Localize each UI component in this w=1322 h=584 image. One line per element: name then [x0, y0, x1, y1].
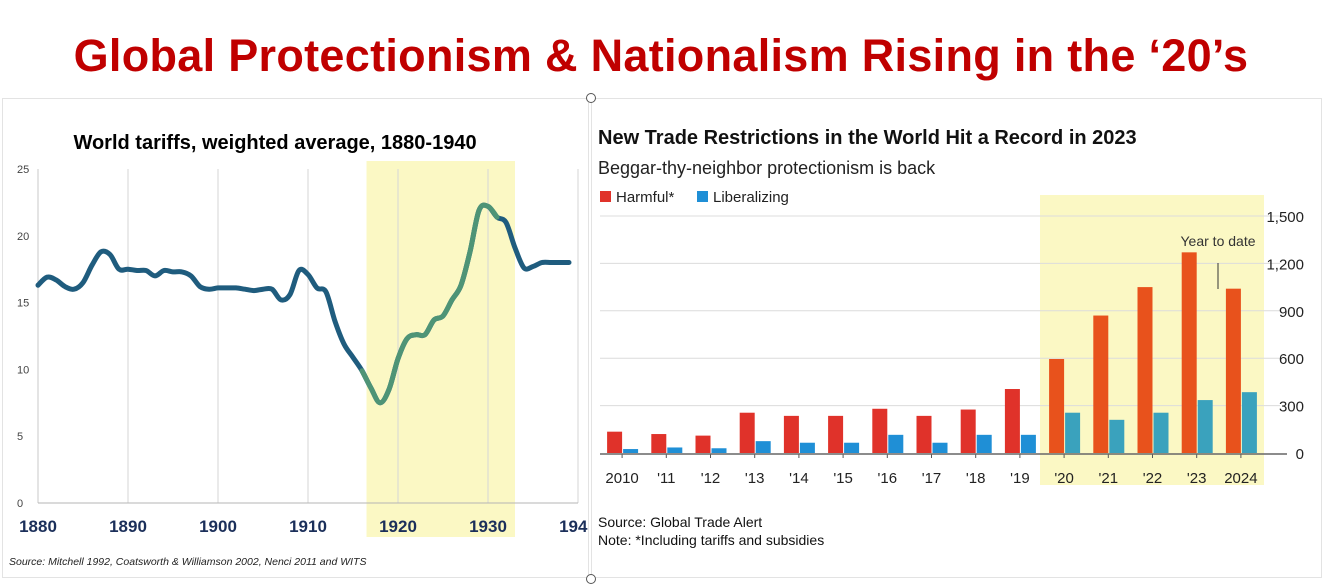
bar-harmful — [1225, 288, 1241, 453]
x-tick-label: '14 — [789, 470, 809, 487]
y-tick-label: 5 — [17, 431, 23, 443]
trade-source: Source: Global Trade Alert — [598, 514, 762, 530]
page-title: Global Protectionism & Nationalism Risin… — [73, 30, 1249, 81]
resize-handle-bottom[interactable] — [586, 574, 596, 584]
bar-harmful — [695, 435, 711, 453]
x-tick-label: '13 — [745, 470, 765, 487]
trade-restrictions-panel: 2010 '11 '12 '13 '14 '15 '16 '17 '18 '19 '20 '21 '22… — [591, 98, 1322, 578]
trade-chart-subtitle: Beggar-thy-neighbor protectionism is bac… — [598, 158, 936, 178]
x-tick-label: 1940 — [559, 517, 588, 536]
x-tick-label: '16 — [878, 470, 898, 487]
bar-harmful — [783, 415, 799, 453]
x-tick-label: '17 — [922, 470, 942, 487]
bar-liberalizing — [755, 441, 771, 453]
annotation-year-to-date: Year to date — [1181, 233, 1256, 249]
bar-harmful — [1004, 389, 1020, 453]
x-tick-label: '19 — [1010, 470, 1030, 487]
bar-liberalizing — [711, 448, 727, 453]
twenties-highlight — [366, 161, 515, 537]
bar-harmful — [607, 431, 623, 453]
x-tick-label: '23 — [1187, 470, 1207, 487]
y-tick-label: 300 — [1279, 399, 1304, 416]
y-tick-label: 20 — [17, 231, 29, 243]
bar-liberalizing — [932, 442, 948, 453]
x-tick-label: 2010 — [605, 470, 638, 487]
bar-liberalizing — [667, 447, 683, 453]
x-tick-label: 1930 — [469, 517, 507, 536]
bar-liberalizing — [623, 449, 639, 453]
legend-swatch-harmful — [600, 191, 611, 202]
y-tick-label: 25 — [17, 164, 29, 176]
x-tick-label: '22 — [1143, 470, 1163, 487]
x-tick-label: '21 — [1099, 470, 1119, 487]
x-tick-label: '15 — [833, 470, 853, 487]
y-tick-label: 1,200 — [1266, 256, 1304, 273]
x-tick-label: 2024 — [1224, 470, 1257, 487]
bar-harmful — [1093, 315, 1109, 453]
bar-harmful — [651, 434, 667, 453]
trade-restrictions-chart: 2010 '11 '12 '13 '14 '15 '16 '17 '18 '19 '20 '21 '22… — [598, 127, 1304, 548]
bar-harmful — [739, 412, 755, 453]
y-tick-label: 1,500 — [1266, 209, 1304, 226]
tariff-line-twenties — [359, 202, 500, 406]
bar-liberalizing — [844, 442, 860, 453]
x-tick-label: 1880 — [19, 517, 57, 536]
x-tick-label: '18 — [966, 470, 986, 487]
y-tick-label: 15 — [17, 298, 29, 310]
resize-handle-top[interactable] — [586, 93, 596, 103]
x-tick-label: '11 — [657, 470, 675, 487]
bar-harmful — [1049, 358, 1065, 453]
bar-liberalizing — [1241, 392, 1257, 453]
trade-chart-title: New Trade Restrictions in the World Hit … — [598, 127, 1137, 149]
bar-harmful — [960, 409, 976, 453]
bar-liberalizing — [888, 434, 904, 453]
x-tick-label: 1890 — [109, 517, 147, 536]
y-tick-label: 600 — [1279, 351, 1304, 368]
trade-note: Note: *Including tariffs and subsidies — [598, 532, 824, 548]
legend-label-harmful: Harmful* — [616, 189, 675, 206]
bar-liberalizing — [1020, 434, 1036, 453]
x-tick-label: 1900 — [199, 517, 237, 536]
bar-liberalizing — [799, 442, 815, 453]
y-tick-label: 900 — [1279, 304, 1304, 321]
bar-harmful — [1181, 252, 1197, 453]
y-tick-label: 0 — [17, 498, 23, 510]
bar-liberalizing — [1065, 412, 1081, 453]
x-tick-label: 1920 — [379, 517, 417, 536]
y-tick-label: 0 — [1296, 446, 1304, 463]
tariffs-source: Source: Mitchell 1992, Coatsworth & Will… — [9, 556, 366, 568]
bar-harmful — [828, 415, 844, 453]
x-tick-label: 1910 — [289, 517, 327, 536]
y-tick-label: 10 — [17, 364, 29, 376]
legend-label-liberalizing: Liberalizing — [713, 189, 789, 206]
bar-harmful — [872, 408, 888, 453]
bar-harmful — [916, 415, 932, 453]
bar-harmful — [1137, 287, 1153, 453]
x-tick-label: '12 — [701, 470, 721, 487]
bar-liberalizing — [1197, 400, 1213, 453]
bar-liberalizing — [1153, 412, 1169, 453]
bar-liberalizing — [976, 434, 992, 453]
x-tick-label: '20 — [1054, 470, 1074, 487]
tariffs-chart-title: World tariffs, weighted average, 1880-19… — [73, 132, 476, 154]
bar-liberalizing — [1109, 419, 1125, 453]
legend-swatch-liberalizing — [697, 191, 708, 202]
